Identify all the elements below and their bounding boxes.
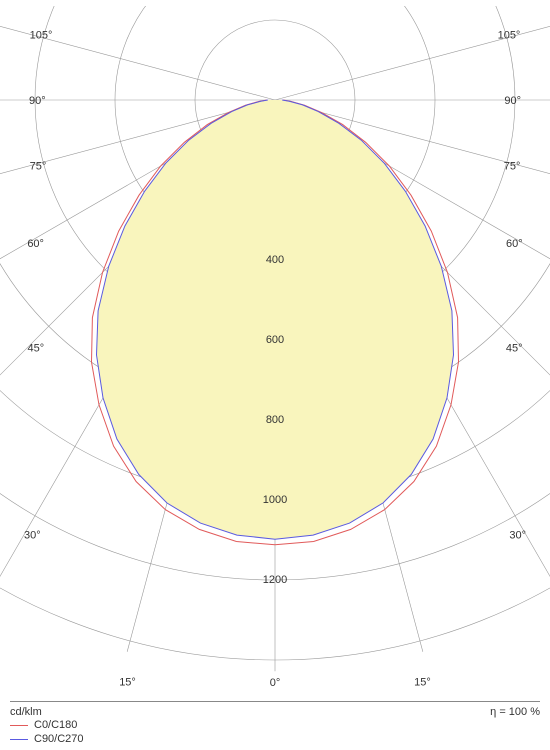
- svg-text:30°: 30°: [24, 530, 41, 542]
- svg-text:400: 400: [266, 254, 284, 266]
- svg-text:105°: 105°: [498, 29, 521, 41]
- legend-label-1: C90/C270: [34, 733, 84, 745]
- svg-text:15°: 15°: [119, 676, 136, 688]
- footer-left: cd/klm: [10, 706, 42, 718]
- legend-label-0: C0/C180: [34, 719, 77, 731]
- legend-swatch-1: [10, 739, 28, 740]
- svg-text:60°: 60°: [506, 238, 523, 250]
- svg-text:105°: 105°: [30, 29, 53, 41]
- polar-chart-container: 400 600 800 1000 1200 105° 105° 90° 90° 75° 75° 60°…: [0, 0, 550, 750]
- legend-item-0: C0/C180: [10, 718, 84, 732]
- svg-text:30°: 30°: [509, 530, 526, 542]
- svg-text:60°: 60°: [27, 238, 44, 250]
- legend: C0/C180 C90/C270: [10, 718, 84, 746]
- chart-footer: cd/klm η = 100 %: [10, 701, 540, 718]
- svg-text:0°: 0°: [270, 677, 281, 689]
- legend-item-1: C90/C270: [10, 732, 84, 746]
- svg-text:75°: 75°: [30, 161, 47, 173]
- svg-text:15°: 15°: [414, 676, 431, 688]
- footer-right: η = 100 %: [490, 706, 540, 718]
- svg-text:1000: 1000: [263, 494, 287, 506]
- legend-swatch-0: [10, 725, 28, 726]
- svg-text:45°: 45°: [506, 342, 523, 354]
- svg-text:45°: 45°: [28, 342, 45, 354]
- svg-text:90°: 90°: [504, 95, 521, 107]
- svg-text:1200: 1200: [263, 574, 287, 586]
- polar-chart-svg: 400 600 800 1000 1200 105° 105° 90° 90° 75° 75° 60°…: [0, 0, 550, 750]
- svg-text:600: 600: [266, 334, 284, 346]
- svg-text:800: 800: [266, 414, 284, 426]
- svg-text:90°: 90°: [29, 95, 46, 107]
- svg-text:75°: 75°: [504, 161, 521, 173]
